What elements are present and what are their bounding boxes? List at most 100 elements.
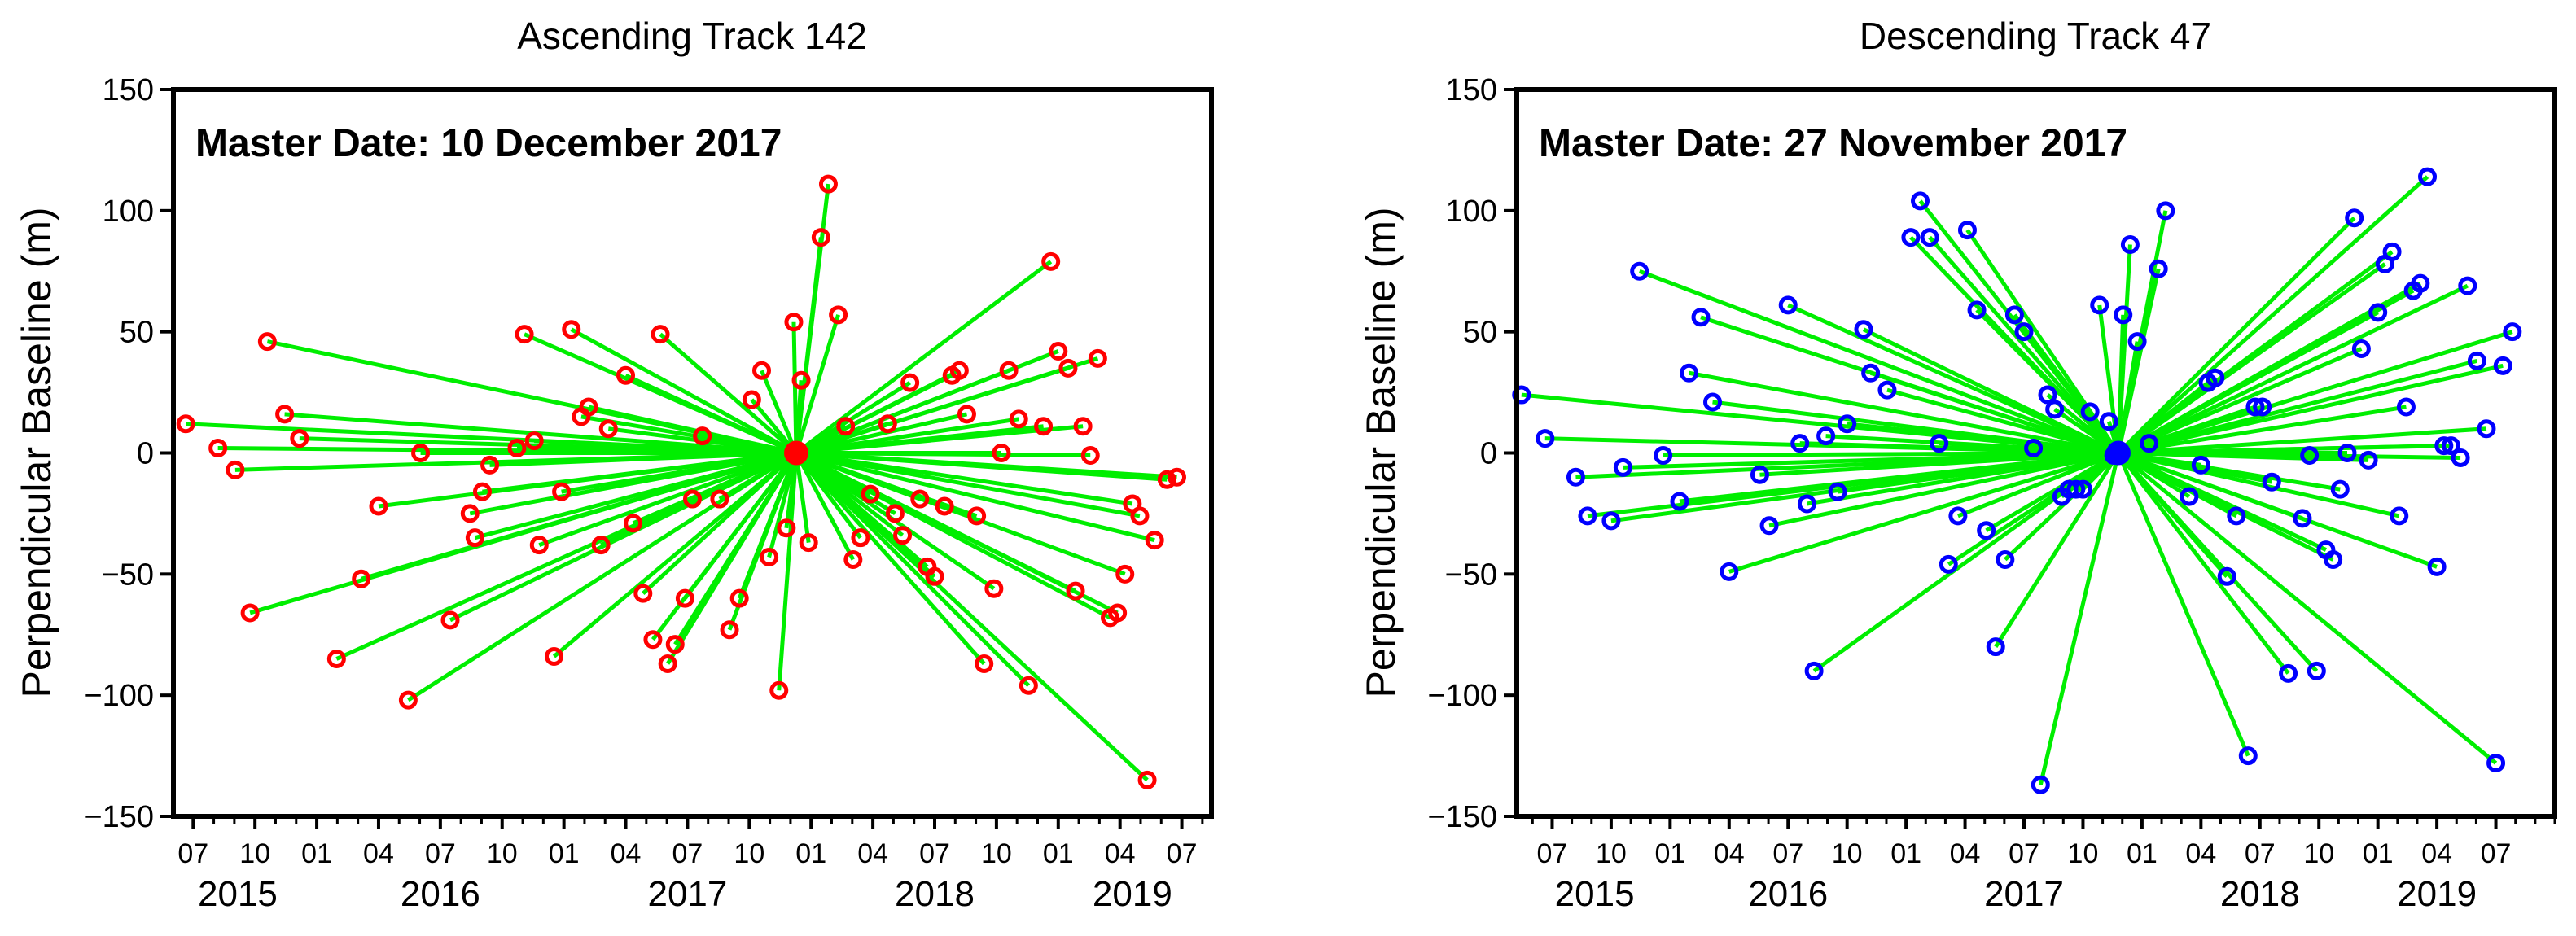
acquisition-point-21 (1838, 414, 1857, 434)
acquisition-point-11 (1703, 392, 1723, 412)
acquisition-point-31 (643, 630, 663, 650)
acquisition-point-36 (2004, 305, 2024, 325)
baseline-line-65 (795, 369, 961, 455)
acquisition-point-34 (1986, 637, 2005, 657)
baseline-line-37 (702, 434, 797, 455)
acquisition-point-27 (1920, 228, 1939, 247)
acquisition-point-35 (1996, 549, 2015, 569)
acquisition-point-47 (2090, 295, 2109, 315)
acquisition-point-30 (633, 584, 653, 603)
acquisition-point-25 (579, 397, 598, 417)
acquisition-point-92 (2486, 754, 2506, 773)
acquisition-point-54 (2149, 259, 2168, 278)
baseline-line-16 (489, 451, 797, 467)
x-tick-label-12: 07 (2245, 838, 2276, 869)
acquisition-point-17 (1797, 494, 1816, 514)
acquisition-point-6 (1630, 261, 1649, 281)
acquisition-point-50 (818, 174, 838, 194)
acquisition-point-86 (2434, 436, 2454, 456)
x-axis-ticks: 07 10 01 04 07 10 01 04 07 10 01 04 07 10 01 04 07 2015 20… (1531, 816, 2556, 914)
acquisition-point-30 (1948, 506, 1968, 526)
acquisition-point-88 (1145, 531, 1164, 550)
acquisition-point-35 (675, 588, 694, 608)
descending-track-panel: Descending Track 47 Perpendicular Baseli… (1358, 15, 2557, 914)
baseline-line-81 (2118, 405, 2407, 455)
x-axis-ticks: 07 10 01 04 07 10 01 04 07 10 01 04 07 10 01 04 07 2015 20… (177, 816, 1204, 914)
acquisition-point-60 (910, 489, 930, 509)
x-tick-label-0: 07 (177, 838, 208, 869)
x-tick-label-3: 04 (363, 838, 394, 869)
x-tick-label-10: 01 (2127, 838, 2158, 869)
acquisition-point-1 (208, 439, 228, 458)
baseline-line-90 (795, 451, 1177, 479)
acquisition-point-47 (791, 370, 811, 390)
acquisition-point-15 (472, 482, 492, 501)
acquisition-point-3 (240, 603, 260, 623)
acquisition-point-11 (411, 444, 431, 462)
acquisition-point-10 (1691, 308, 1711, 327)
baseline-line-86 (795, 451, 1141, 518)
acquisition-point-62 (925, 566, 944, 586)
acquisition-point-46 (2080, 402, 2100, 422)
acquisition-point-91 (2477, 419, 2496, 439)
acquisition-point-17 (507, 439, 527, 458)
y-axis-ticks: −150 −100 −50 0 50 100 150 (1427, 73, 1517, 834)
acquisition-point-14 (465, 528, 484, 548)
baseline-line-89 (2117, 283, 2469, 455)
acquisition-point-4 (1601, 511, 1621, 531)
acquisition-point-26 (1911, 191, 1930, 211)
acquisition-point-2 (1566, 467, 1585, 487)
baseline-line-36 (691, 451, 798, 501)
acquisition-point-50 (2114, 305, 2133, 325)
x-tick-label-7: 04 (611, 838, 642, 869)
master-date-annotation: Master Date: 27 November 2017 (1539, 122, 2127, 165)
year-label-0: 2015 (1555, 874, 1635, 914)
acquisition-point-6 (290, 429, 309, 448)
acquisition-point-24 (1877, 380, 1897, 400)
acquisition-point-15 (1778, 295, 1798, 315)
acquisition-point-33 (1977, 521, 1996, 540)
baseline-line-66 (795, 412, 968, 455)
acquisition-point-21 (545, 647, 563, 667)
year-label-2: 2017 (647, 874, 727, 914)
chart-title: Ascending Track 142 (517, 15, 867, 57)
acquisition-point-41 (2045, 400, 2065, 419)
baseline-line-15 (482, 451, 797, 494)
acquisition-point-83 (2411, 273, 2430, 293)
x-tick-label-8: 07 (672, 838, 703, 869)
acquisition-point-57 (2191, 455, 2210, 475)
baseline-line-93 (2118, 363, 2504, 455)
acquisition-point-70 (992, 444, 1011, 462)
acquisition-point-75 (2351, 339, 2371, 359)
acquisition-point-40 (2038, 385, 2057, 405)
baseline-line-20 (1837, 451, 2119, 494)
x-tick-label-2: 01 (301, 838, 332, 869)
acquisition-point-14 (1759, 516, 1779, 536)
y-tick-label-6: 150 (103, 73, 154, 107)
x-tick-label-13: 10 (2303, 838, 2334, 869)
acquisition-point-39 (2031, 775, 2050, 794)
acquisition-point-81 (2396, 397, 2416, 417)
baseline-line-88 (2118, 451, 2461, 460)
acquisition-point-79 (2382, 242, 2402, 261)
acquisition-point-77 (2368, 303, 2388, 322)
acquisition-point-64 (2253, 397, 2272, 417)
acquisition-point-10 (398, 690, 418, 710)
baseline-line-62 (2116, 452, 2250, 757)
acquisition-point-46 (784, 313, 804, 332)
acquisition-point-65 (2262, 472, 2281, 492)
baseline-line-79 (2117, 250, 2394, 455)
y-tick-label-4: 50 (1463, 316, 1497, 350)
y-axis-ticks: −150 −100 −50 0 50 100 150 (84, 73, 173, 834)
acquisition-point-87 (1137, 770, 1157, 789)
acquisition-point-81 (1088, 348, 1107, 368)
y-axis-label: Perpendicular Baseline (m) (1358, 207, 1404, 698)
baseline-line-22 (561, 451, 797, 494)
acquisition-point-65 (949, 361, 969, 380)
acquisition-point-2 (226, 460, 245, 479)
year-label-1: 2016 (401, 874, 480, 914)
x-tick-label-11: 04 (2185, 838, 2216, 869)
acquisition-point-27 (598, 419, 618, 439)
acquisition-point-55 (2156, 201, 2175, 221)
year-label-0: 2015 (198, 874, 278, 914)
